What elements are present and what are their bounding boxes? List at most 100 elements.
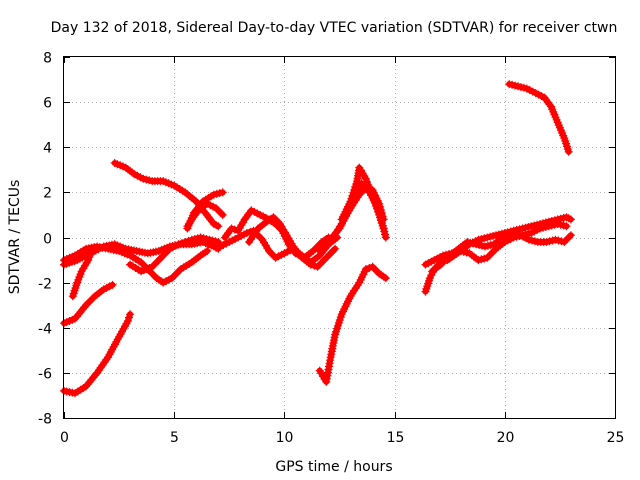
data-point xyxy=(363,266,369,272)
data-point xyxy=(553,237,558,243)
data-point xyxy=(277,221,283,227)
data-point xyxy=(235,228,241,234)
data-point xyxy=(330,235,336,240)
data-point xyxy=(248,207,254,213)
data-point xyxy=(566,149,572,155)
data-point xyxy=(383,235,389,240)
data-point xyxy=(526,237,532,243)
data-point xyxy=(308,262,314,268)
data-point xyxy=(149,178,155,184)
data-point xyxy=(158,255,164,261)
data-point xyxy=(475,257,481,263)
data-point xyxy=(94,370,100,376)
data-point xyxy=(482,244,488,249)
data-point xyxy=(564,223,569,229)
data-point xyxy=(359,180,364,186)
data-point xyxy=(561,239,567,245)
data-point xyxy=(363,176,369,182)
data-point xyxy=(500,235,506,240)
data-point xyxy=(299,255,305,261)
data-point xyxy=(493,232,499,238)
data-point xyxy=(101,286,107,292)
data-point xyxy=(127,253,133,258)
data-point xyxy=(169,275,175,281)
data-point xyxy=(94,244,100,249)
data-point xyxy=(555,216,561,222)
data-point xyxy=(508,230,514,236)
data-point xyxy=(491,241,497,247)
data-point xyxy=(515,83,521,89)
data-point xyxy=(544,239,550,245)
data-point xyxy=(537,226,543,231)
data-point xyxy=(323,379,329,385)
y-tick-label: -6 xyxy=(38,367,52,383)
data-point xyxy=(376,212,382,218)
data-point xyxy=(473,241,479,247)
data-point xyxy=(348,198,353,204)
data-point xyxy=(178,266,184,272)
data-point xyxy=(184,223,190,229)
data-point xyxy=(548,104,554,110)
data-point xyxy=(438,262,444,268)
data-point xyxy=(112,241,118,247)
data-point xyxy=(125,318,131,324)
x-tick-label: 25 xyxy=(607,430,625,446)
data-point xyxy=(535,239,541,245)
data-point xyxy=(317,248,323,254)
data-point xyxy=(317,253,323,258)
data-point xyxy=(423,289,428,295)
data-point xyxy=(528,230,534,236)
data-point xyxy=(259,237,265,243)
data-point xyxy=(207,237,212,243)
data-point xyxy=(70,293,76,299)
data-point xyxy=(517,232,523,238)
data-point xyxy=(555,221,561,227)
data-point xyxy=(85,257,91,263)
data-point xyxy=(138,259,144,265)
data-point xyxy=(332,332,338,337)
y-tick-label: 6 xyxy=(43,96,52,112)
data-point xyxy=(317,368,323,374)
data-point xyxy=(370,264,376,270)
data-point xyxy=(123,165,129,171)
data-point xyxy=(134,248,140,254)
data-point xyxy=(284,232,290,238)
data-point xyxy=(215,223,221,229)
data-point xyxy=(246,239,252,245)
data-point xyxy=(356,165,362,171)
data-point xyxy=(83,302,89,308)
data-point xyxy=(339,221,345,227)
data-point xyxy=(484,235,490,240)
series-line xyxy=(61,311,134,397)
data-point xyxy=(370,194,376,200)
x-tick-label: 5 xyxy=(170,430,179,446)
data-point xyxy=(257,212,263,218)
data-point xyxy=(339,311,345,317)
x-axis-ticks: 0 5 10 15 20 25 xyxy=(60,57,624,446)
data-point xyxy=(149,264,155,270)
data-point xyxy=(182,239,188,245)
data-point xyxy=(546,223,552,229)
data-point xyxy=(83,383,89,389)
data-point xyxy=(528,223,534,229)
data-point xyxy=(160,178,166,184)
series-s2 xyxy=(60,280,117,328)
data-point xyxy=(74,280,80,286)
x-tick-label: 15 xyxy=(387,430,405,446)
data-point xyxy=(423,262,428,268)
series-s16 xyxy=(315,262,390,386)
data-point xyxy=(189,259,195,265)
y-tick-label: 8 xyxy=(43,51,52,67)
data-point xyxy=(464,239,470,245)
data-series xyxy=(60,80,575,398)
data-point xyxy=(211,192,217,198)
data-point xyxy=(310,248,316,254)
data-point xyxy=(555,119,561,125)
x-tick-label: 20 xyxy=(497,430,515,446)
data-point xyxy=(381,226,387,231)
data-point xyxy=(255,226,261,231)
series-s15 xyxy=(337,163,388,233)
data-point xyxy=(354,178,360,184)
data-point xyxy=(116,248,122,254)
